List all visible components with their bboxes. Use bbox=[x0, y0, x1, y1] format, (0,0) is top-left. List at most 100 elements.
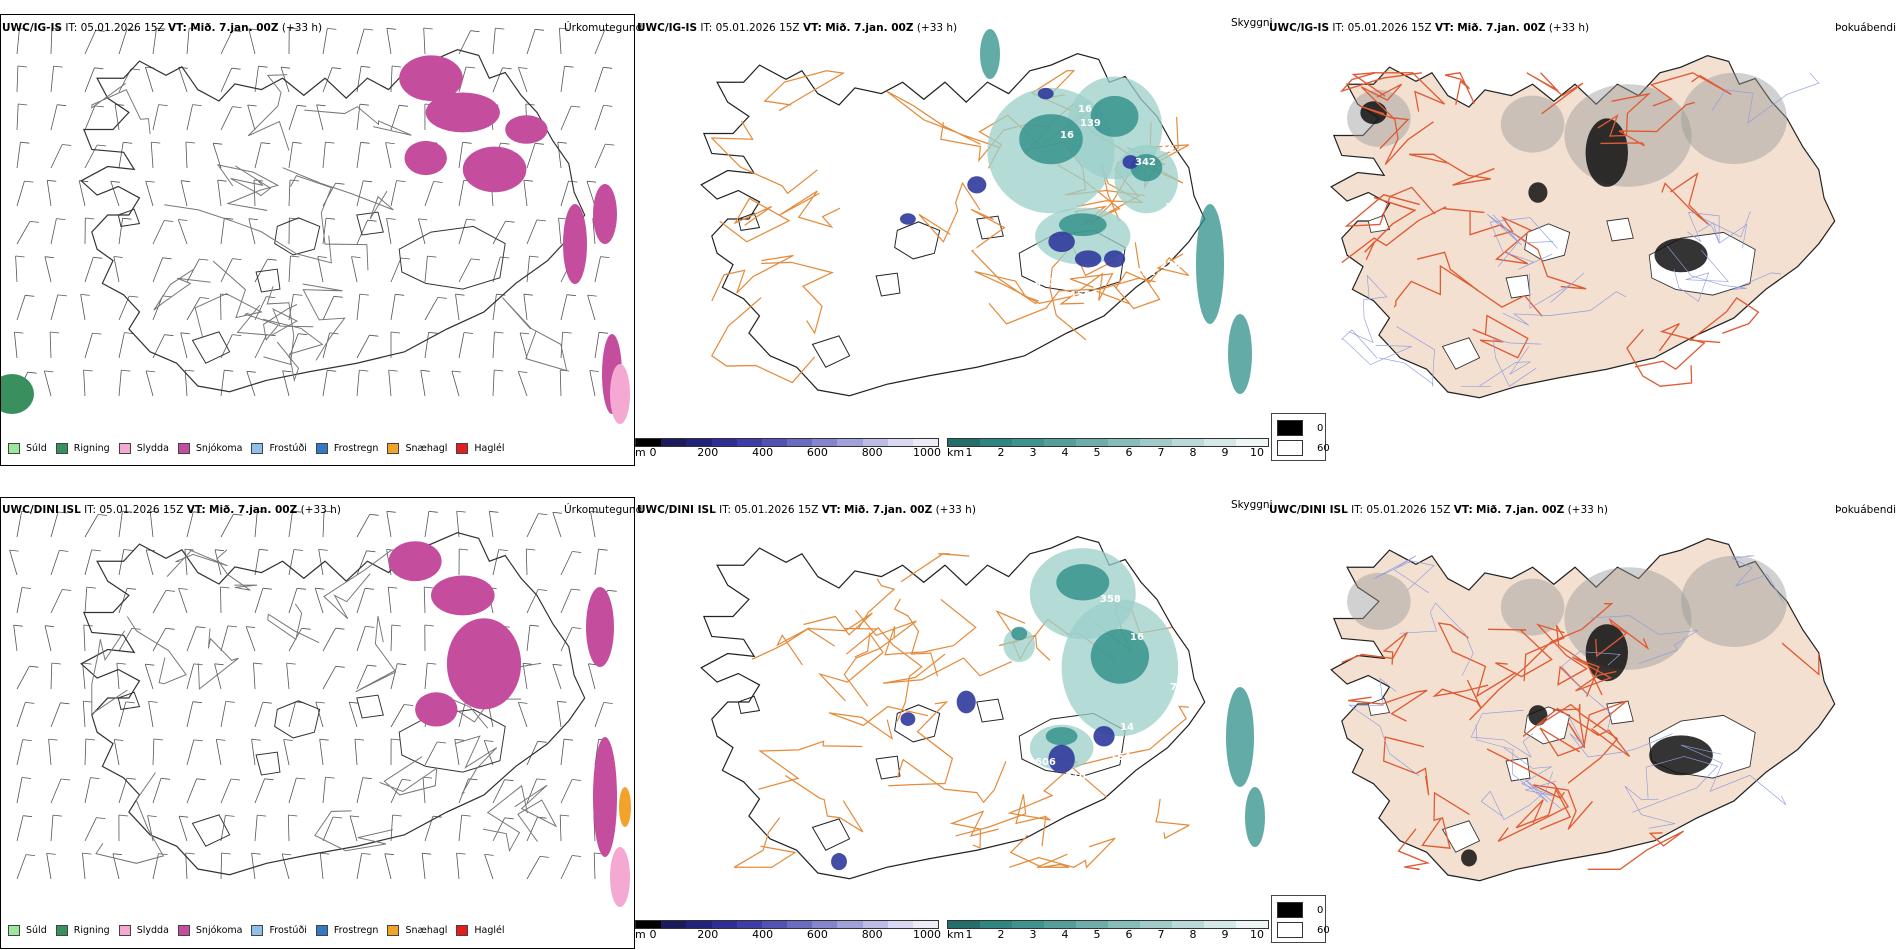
wind-barb-feather bbox=[605, 143, 615, 146]
wind-barb-feather bbox=[437, 297, 447, 299]
wind-barb-feather bbox=[399, 104, 409, 107]
legend-label: Frostregn bbox=[333, 925, 379, 936]
road-line bbox=[886, 90, 1001, 149]
colorbar-tick: 600 bbox=[806, 928, 828, 941]
wind-barb-feather bbox=[422, 852, 432, 855]
colorbar-segment bbox=[711, 921, 737, 928]
wind-barb-feather bbox=[505, 220, 515, 223]
colorbar-segment bbox=[711, 439, 737, 446]
wind-barb bbox=[246, 371, 256, 397]
wind-barb-feather bbox=[603, 702, 613, 704]
wind-barb bbox=[390, 257, 402, 283]
road-line bbox=[1493, 215, 1532, 265]
wind-barb-feather bbox=[367, 664, 377, 667]
glacier-outline bbox=[1606, 700, 1634, 725]
field-blob bbox=[1048, 744, 1075, 774]
wind-barb-feather bbox=[600, 256, 610, 258]
wind-barb-feather bbox=[178, 219, 188, 221]
road-line bbox=[1493, 339, 1542, 387]
colorbar-segment bbox=[1012, 921, 1044, 928]
wind-barb bbox=[50, 815, 54, 842]
field-blob bbox=[1037, 87, 1054, 100]
wind-barb-feather bbox=[59, 550, 69, 552]
colorbar-unit: m bbox=[635, 446, 646, 459]
wind-barb bbox=[594, 256, 601, 283]
wind-barb bbox=[186, 778, 197, 804]
road-line bbox=[1445, 72, 1475, 105]
road-line bbox=[263, 286, 295, 365]
field-blob bbox=[967, 176, 987, 194]
it-label: IT: bbox=[65, 22, 78, 34]
wind-barb bbox=[118, 218, 123, 245]
legend-label: Rigning bbox=[73, 925, 110, 936]
wind-barb-feather bbox=[360, 141, 370, 144]
glacier-outline bbox=[117, 208, 141, 227]
wind-barb-feather bbox=[424, 586, 434, 589]
wind-barb-feather bbox=[327, 28, 337, 30]
wind-barb-feather bbox=[160, 777, 171, 780]
wind-barb-feather bbox=[145, 663, 155, 666]
wind-barb-feather bbox=[83, 369, 93, 372]
wind-barb-feather bbox=[162, 295, 172, 298]
vt-label: VT: bbox=[186, 504, 206, 516]
wind-barb-feather bbox=[52, 814, 63, 817]
wind-barb bbox=[526, 256, 530, 283]
wind-barb-feather bbox=[498, 549, 508, 551]
road-line bbox=[91, 82, 151, 135]
visibility-label: 16 bbox=[1060, 130, 1074, 141]
wind-barb-feather bbox=[123, 549, 133, 551]
wind-barb bbox=[288, 588, 298, 614]
road-line bbox=[1680, 744, 1787, 806]
wind-barb bbox=[220, 778, 232, 804]
wind-barb bbox=[594, 332, 600, 359]
wind-barb-feather bbox=[232, 30, 242, 32]
glacier-outline bbox=[255, 268, 281, 293]
visibility-title-row2: Skyggni bbox=[1231, 499, 1273, 511]
wind-barb bbox=[114, 104, 120, 131]
precip-title-row1: Úrkomutegund bbox=[564, 22, 643, 34]
wind-barb bbox=[118, 701, 127, 728]
wind-barb-feather bbox=[282, 853, 292, 856]
wind-barb bbox=[492, 369, 495, 397]
wind-barb-feather bbox=[56, 218, 66, 220]
wind-barb bbox=[178, 588, 188, 614]
road-line bbox=[1522, 707, 1631, 758]
wind-barb-feather bbox=[354, 738, 365, 741]
road-line bbox=[1008, 837, 1116, 869]
wind-barb-feather bbox=[259, 548, 269, 551]
wind-barb-feather bbox=[428, 331, 438, 334]
field-blob bbox=[1104, 250, 1126, 268]
wind-barb-feather bbox=[433, 181, 443, 183]
colorbar-segment bbox=[1044, 439, 1076, 446]
wind-barb bbox=[16, 587, 23, 614]
wind-barb bbox=[253, 662, 256, 690]
field-blob bbox=[1093, 725, 1115, 747]
legend-item: Haglél bbox=[456, 443, 505, 454]
road-line bbox=[262, 318, 324, 383]
colorbar-segment bbox=[761, 921, 788, 928]
road-line bbox=[1480, 771, 1554, 821]
wind-barb-feather bbox=[288, 814, 298, 817]
model-name: UWC/DINI ISL bbox=[1269, 504, 1348, 516]
road-line bbox=[164, 204, 332, 264]
road-line bbox=[1632, 756, 1719, 813]
road-line bbox=[1397, 828, 1431, 870]
legend-item: Frostregn bbox=[315, 443, 378, 454]
wind-barb bbox=[458, 815, 463, 842]
wind-barb bbox=[254, 511, 258, 538]
wind-barb bbox=[82, 853, 86, 880]
wind-barb-feather bbox=[196, 626, 206, 629]
wind-barb bbox=[356, 28, 365, 55]
wind-barb bbox=[251, 739, 256, 766]
wind-barb-feather bbox=[571, 588, 581, 591]
vt-value: Mið. 7.jan. 00Z bbox=[844, 504, 933, 516]
legend-label: Snjókoma bbox=[195, 443, 243, 454]
wind-barb bbox=[356, 514, 371, 538]
field-blob bbox=[1090, 629, 1150, 684]
road-line bbox=[884, 598, 977, 656]
colorbar-segment bbox=[948, 921, 980, 928]
road-line bbox=[1523, 624, 1603, 696]
wind-barb-feather bbox=[131, 628, 141, 630]
wind-barb bbox=[220, 625, 229, 652]
